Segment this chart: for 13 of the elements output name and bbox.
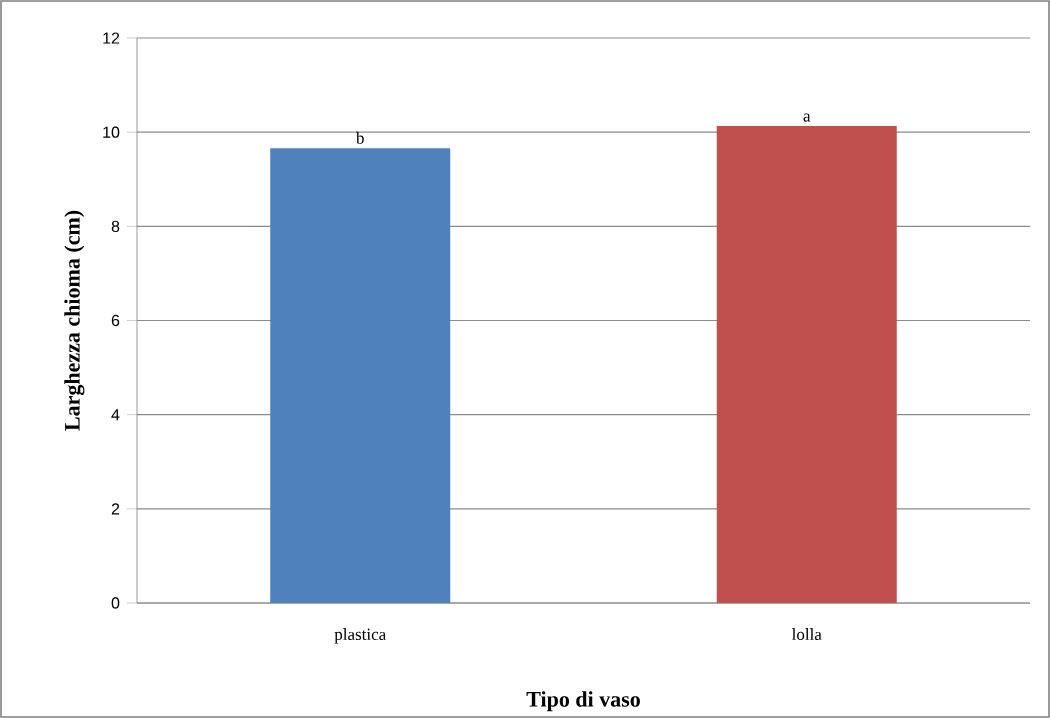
y-tick-label: 0	[111, 597, 120, 609]
annotation: a	[803, 113, 811, 122]
y-tick-label: 4	[111, 409, 120, 421]
y-tick-label: 2	[111, 503, 120, 515]
annotation: b	[356, 131, 364, 144]
y-tick-label: 12	[103, 32, 120, 44]
y-tick-label: 8	[111, 220, 120, 232]
y-tick-label: 6	[111, 314, 120, 327]
x-tick-label: lolla	[791, 628, 822, 641]
x-tick-label: plastica	[334, 628, 386, 644]
x-axis-title: Tipo di vaso	[526, 691, 640, 712]
y-tick-label: 10	[103, 126, 120, 138]
y-axis-title: Larghezza chioma (cm)	[64, 210, 85, 431]
